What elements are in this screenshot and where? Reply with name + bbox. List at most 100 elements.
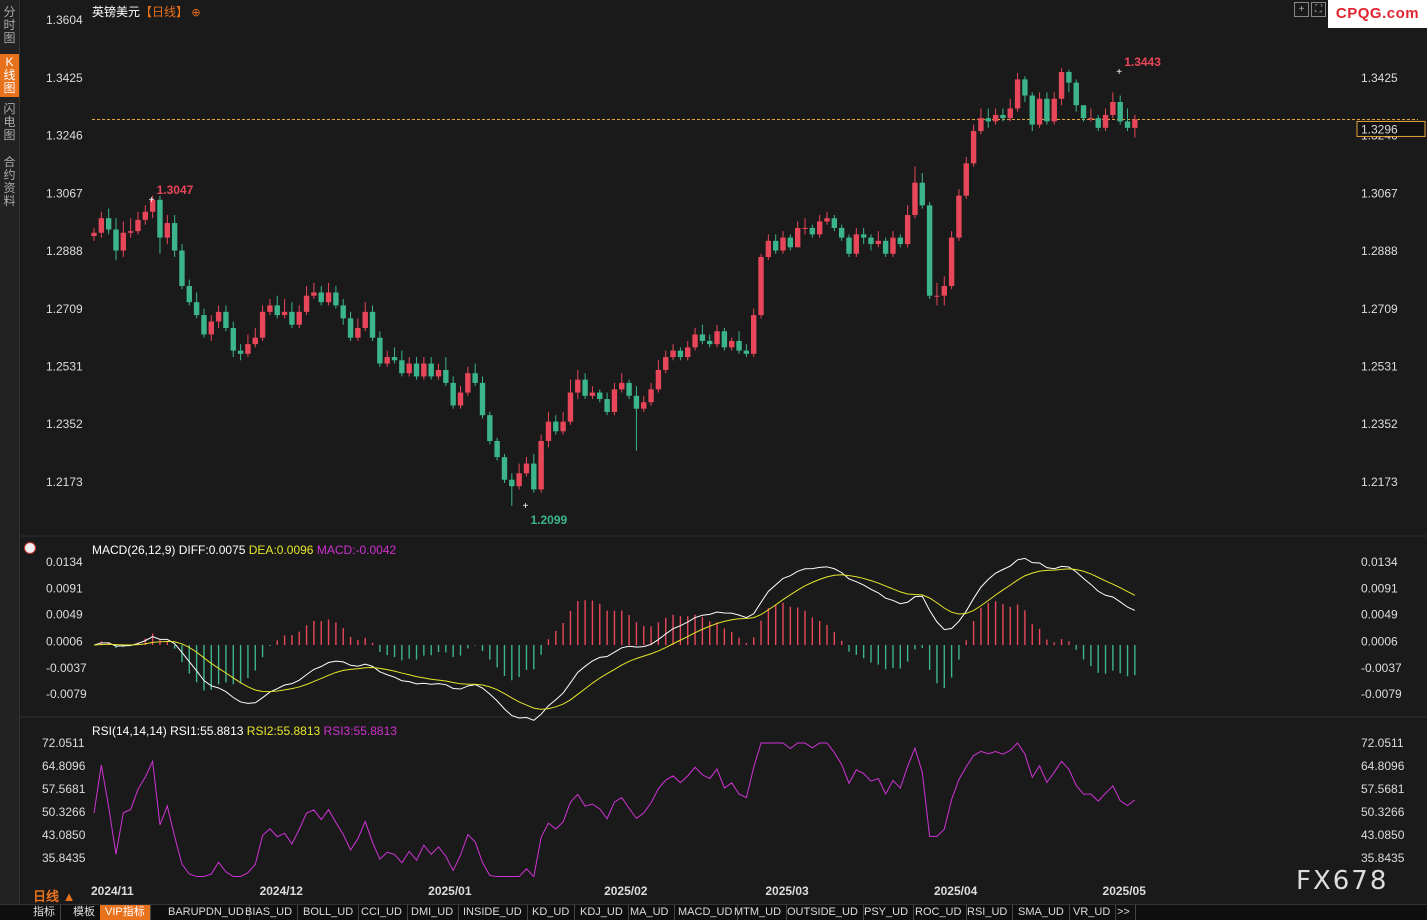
bottom-tab-0[interactable]: 指标 bbox=[28, 905, 61, 920]
bottom-tab-15[interactable]: PSY_UD bbox=[859, 905, 915, 920]
candle-body bbox=[956, 195, 962, 238]
macd-dea-line bbox=[93, 568, 1136, 710]
bottom-tab-16[interactable]: ROC_UD bbox=[910, 905, 968, 920]
macd-diff-label: DIFF:0.0075 bbox=[178, 543, 246, 557]
candle-body bbox=[171, 223, 178, 251]
bottom-tab-20[interactable]: >> bbox=[1112, 905, 1136, 920]
date-axis-label: 2025/02 bbox=[604, 884, 648, 898]
bottom-tab-8[interactable]: INSIDE_UD bbox=[458, 905, 528, 920]
candle-body bbox=[663, 357, 669, 370]
expand-icon[interactable]: ⛶ bbox=[1311, 2, 1326, 17]
rsi-axis-right-label: 50.3266 bbox=[1361, 805, 1405, 819]
macd-axis-left-label: -0.0037 bbox=[46, 661, 87, 675]
date-axis-label: 2025/05 bbox=[1103, 884, 1147, 898]
macd-axis-right-label: 0.0134 bbox=[1361, 555, 1398, 569]
price-annotation: 1.3047 bbox=[157, 183, 194, 197]
candle-body bbox=[201, 315, 207, 335]
candle-body bbox=[1095, 118, 1101, 128]
candle-body bbox=[751, 315, 757, 354]
bottom-tab-14[interactable]: OUTSIDE_UD bbox=[782, 905, 864, 920]
bottom-tab-1[interactable]: 模板 bbox=[68, 905, 101, 920]
last-price-box bbox=[1356, 120, 1426, 137]
price-axis-left-label: 1.3425 bbox=[46, 71, 83, 85]
bottom-tab-9[interactable]: KD_UD bbox=[527, 905, 576, 920]
candle-body bbox=[523, 463, 530, 474]
bottom-tab-4[interactable]: BIAS_UD bbox=[240, 905, 299, 920]
candle-body bbox=[391, 357, 398, 361]
bottom-tab-12[interactable]: MACD_UD bbox=[673, 905, 739, 920]
bottom-tab-17[interactable]: RSI_UD bbox=[962, 905, 1014, 920]
candle-body bbox=[560, 421, 566, 432]
candle-body bbox=[758, 256, 764, 316]
candle-body bbox=[802, 227, 808, 229]
sidebar-tab-3[interactable]: 合约资料 bbox=[3, 155, 16, 208]
candle-body bbox=[575, 379, 581, 393]
candle-body bbox=[567, 392, 574, 422]
rsi-axis-left-label: 64.8096 bbox=[42, 759, 86, 773]
macd-axis-left-label: 0.0091 bbox=[46, 582, 83, 596]
candle-body bbox=[655, 369, 662, 390]
candle-body bbox=[831, 218, 838, 228]
plus-circle-icon[interactable]: ⊕ bbox=[191, 7, 201, 19]
candle-body bbox=[1117, 102, 1123, 122]
bottom-tab-13[interactable]: MTM_UD bbox=[729, 905, 788, 920]
price-axis-left-label: 1.3246 bbox=[46, 129, 83, 143]
candle-body bbox=[729, 340, 735, 348]
candle-body bbox=[846, 237, 852, 254]
crosshair-icon[interactable]: + bbox=[1294, 2, 1309, 17]
bottom-tab-18[interactable]: SMA_UD bbox=[1013, 905, 1070, 920]
candle-body bbox=[465, 373, 471, 393]
candle-body bbox=[1007, 108, 1013, 119]
candle-body bbox=[714, 331, 720, 345]
bottom-tab-6[interactable]: CCI_UD bbox=[356, 905, 408, 920]
sidebar-tab-2[interactable]: 闪电图 bbox=[3, 102, 16, 142]
date-axis-label: 2025/03 bbox=[765, 884, 809, 898]
bottom-tab-11[interactable]: MA_UD bbox=[625, 905, 675, 920]
bottom-tab-3[interactable]: BARUPDN_UD bbox=[163, 905, 250, 920]
price-axis-right-label: 1.2173 bbox=[1361, 475, 1398, 489]
macd-axis-left-label: 0.0134 bbox=[46, 555, 83, 569]
bottom-tab-10[interactable]: KDJ_UD bbox=[575, 905, 629, 920]
candle-body bbox=[479, 382, 486, 416]
rsi3-label: RSI3:55.8813 bbox=[323, 724, 397, 738]
candle-body bbox=[435, 369, 442, 377]
candle-body bbox=[1102, 114, 1109, 128]
chart-title: 英镑美元【日线】 ⊕ bbox=[92, 3, 201, 20]
candle-body bbox=[142, 211, 149, 220]
price-axis-left-label: 1.2709 bbox=[46, 302, 83, 316]
candle-body bbox=[296, 311, 302, 325]
period-selector[interactable]: 日线 ▲ bbox=[33, 889, 76, 904]
bottom-tab-19[interactable]: VR_UD bbox=[1068, 905, 1117, 920]
rsi-axis-right-label: 35.8435 bbox=[1361, 851, 1405, 865]
candle-body bbox=[633, 395, 640, 409]
candle-body bbox=[406, 363, 412, 374]
sidebar-tab-0[interactable]: 分时图 bbox=[3, 5, 16, 45]
bottom-tab-2[interactable]: VIP指标 bbox=[100, 905, 151, 920]
candle-body bbox=[604, 399, 610, 412]
candle-body bbox=[164, 223, 170, 238]
candle-body bbox=[985, 118, 991, 122]
candle-body bbox=[853, 234, 860, 254]
candle-body bbox=[904, 215, 911, 245]
macd-axis-right-label: 0.0091 bbox=[1361, 582, 1398, 596]
candle-body bbox=[318, 292, 324, 303]
rsi-axis-left-label: 50.3266 bbox=[42, 805, 86, 819]
bottom-tab-7[interactable]: DMI_UD bbox=[406, 905, 460, 920]
price-axis-right-label: 1.3425 bbox=[1361, 71, 1398, 85]
settings-icon[interactable] bbox=[24, 542, 36, 554]
candle-body bbox=[1132, 119, 1138, 128]
annotation-marker: + bbox=[1116, 67, 1122, 78]
candle-body bbox=[809, 227, 816, 235]
macd-dea-label: DEA:0.0096 bbox=[248, 543, 314, 557]
bottom-tab-5[interactable]: BOLL_UD bbox=[298, 905, 360, 920]
candle-body bbox=[98, 218, 105, 233]
price-annotation: 1.2099 bbox=[530, 513, 567, 527]
candle-body bbox=[765, 240, 772, 257]
candle-body bbox=[208, 321, 214, 335]
candle-body bbox=[355, 328, 361, 338]
annotation-marker: + bbox=[522, 501, 528, 512]
rsi-header: RSI(14,14,14) RSI1:55.8813 RSI2:55.8813 … bbox=[92, 724, 397, 738]
candle-body bbox=[1088, 118, 1094, 120]
